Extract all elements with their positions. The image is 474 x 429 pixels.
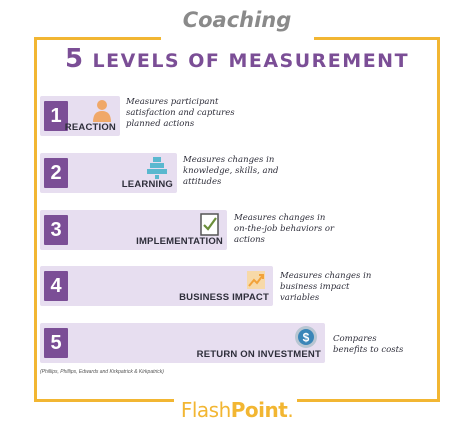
level-number: 1: [44, 101, 68, 131]
logo-part1: Flash: [180, 398, 231, 422]
level-5-box: 5 $ RETURN ON INVESTMENT: [40, 323, 325, 363]
level-3-box: 3 IMPLEMENTATION: [40, 210, 227, 250]
frame-top-left-line: [34, 37, 161, 40]
level-number: 5: [44, 328, 68, 358]
growth-chart-icon: [247, 271, 265, 289]
level-5-description: Compares benefits to costs: [333, 334, 404, 355]
logo-dot: .: [287, 398, 294, 422]
level-label: RETURN ON INVESTMENT: [196, 349, 321, 360]
dollar-coin-icon: $: [295, 326, 317, 348]
page-title: 5 LEVELS OF MEASUREMENT: [0, 44, 474, 74]
level-4-box: 4 BUSINESS IMPACT: [40, 266, 273, 306]
level-label: LEARNING: [121, 179, 173, 190]
level-number: 4: [44, 271, 68, 301]
level-3-description: Measures changes in on-the-job behaviors…: [234, 213, 335, 245]
level-number: 3: [44, 215, 68, 245]
frame-bottom-left-line: [34, 399, 174, 402]
title-number: 5: [64, 44, 85, 74]
flashpoint-logo: FlashPoint.: [0, 398, 474, 422]
pyramid-stack-icon: [147, 157, 167, 179]
level-label: REACTION: [64, 122, 116, 133]
coaching-heading: Coaching: [182, 8, 292, 32]
level-label: BUSINESS IMPACT: [179, 292, 269, 303]
citation: (Phillips, Phillips, Edwards and Kirkpat…: [40, 369, 164, 375]
level-number: 2: [44, 158, 68, 188]
person-icon: [93, 100, 111, 122]
level-1-description: Measures participant satisfaction and ca…: [126, 97, 235, 129]
level-label: IMPLEMENTATION: [136, 236, 223, 247]
checklist-icon: [200, 213, 219, 236]
svg-text:$: $: [303, 331, 310, 345]
level-2-description: Measures changes in knowledge, skills, a…: [183, 155, 279, 187]
title-text: LEVELS OF MEASUREMENT: [92, 50, 410, 72]
level-4-description: Measures changes in business impact vari…: [280, 271, 372, 303]
level-2-box: 2 LEARNING: [40, 153, 177, 193]
frame-top-right-line: [314, 37, 440, 40]
frame-right-line: [437, 37, 440, 402]
logo-part2: Point: [230, 398, 288, 422]
level-1-box: 1 REACTION: [40, 96, 120, 136]
frame-left-line: [34, 37, 37, 402]
frame-bottom-right-line: [297, 399, 440, 402]
